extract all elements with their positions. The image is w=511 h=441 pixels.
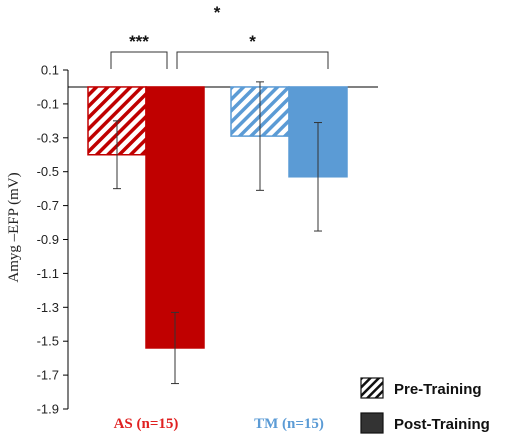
sig-overall-label: * bbox=[214, 3, 221, 22]
legend-swatch-pre bbox=[360, 377, 384, 399]
sig-as-pre-post-label: *** bbox=[129, 32, 149, 51]
axis-layer: 0.1 -0.1 -0.3 -0.5 -0.7 -0.9 -1.1 -1.3 -1.5 -1.7 -… bbox=[6, 63, 378, 417]
category-label-tm: TM (n=15) bbox=[254, 416, 324, 432]
y-tick-label: -0.1 bbox=[37, 96, 59, 111]
significance-layer: *** ** bbox=[110, 3, 329, 69]
y-tick-label: -1.7 bbox=[37, 368, 59, 383]
y-tick-label: -1.3 bbox=[37, 300, 59, 315]
bar-as-post bbox=[145, 86, 205, 349]
sig-as-pre-post-bracket bbox=[110, 51, 168, 69]
legend: Pre-Training Post-Training bbox=[360, 377, 490, 434]
sig-as-tm-post-label: * bbox=[249, 32, 256, 51]
bars-layer: AS (n=15) TM (n=15) bbox=[87, 81, 348, 432]
y-tick-label: -0.5 bbox=[37, 164, 59, 179]
legend-label-post: Post-Training bbox=[394, 416, 490, 433]
legend-label-pre: Pre-Training bbox=[394, 381, 482, 398]
y-tick-label: -0.9 bbox=[37, 232, 59, 247]
sig-as-tm-post-bracket bbox=[176, 51, 329, 69]
y-tick-label: -0.7 bbox=[37, 198, 59, 213]
y-tick-label: -1.5 bbox=[37, 334, 59, 349]
y-tick-label: -1.9 bbox=[37, 402, 59, 417]
category-label-as: AS (n=15) bbox=[114, 416, 179, 432]
y-tick-label: -1.1 bbox=[37, 266, 59, 281]
legend-swatch-post bbox=[360, 412, 384, 434]
y-axis-label: Amyg –EFP (mV) bbox=[6, 172, 22, 282]
y-tick-label: -0.3 bbox=[37, 130, 59, 145]
y-tick-label: 0.1 bbox=[41, 63, 59, 78]
